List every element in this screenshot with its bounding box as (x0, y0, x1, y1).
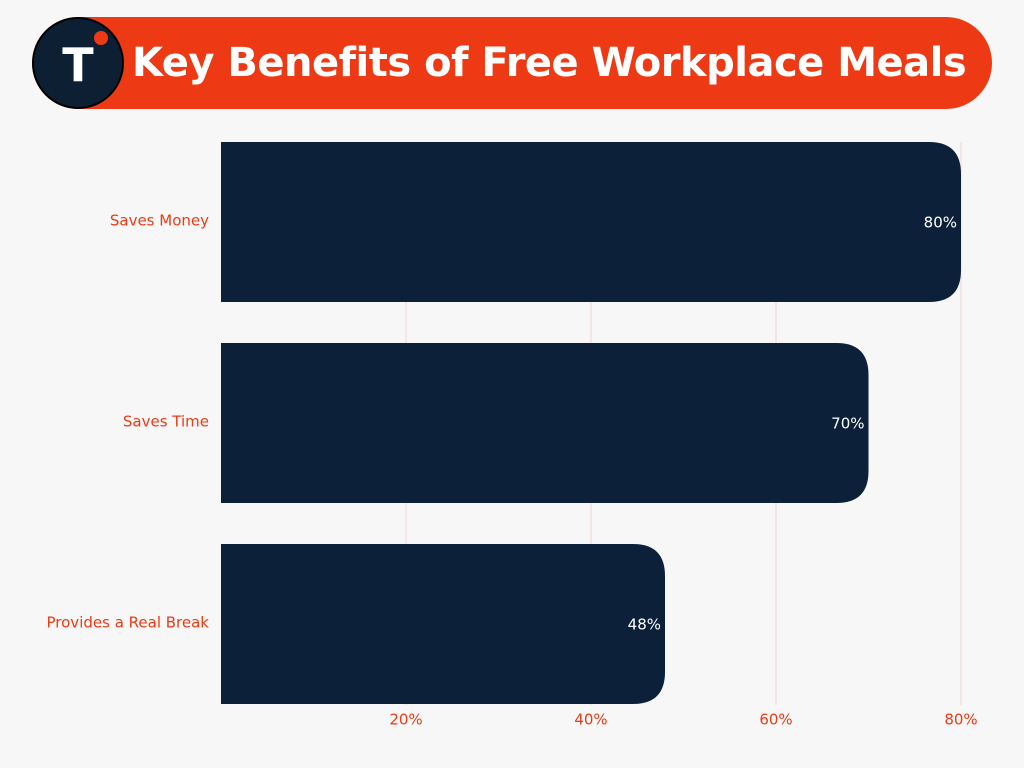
value-label-2: 48% (628, 616, 661, 634)
page-title: Key Benefits of Free Workplace Meals (132, 40, 967, 86)
bar-2 (221, 544, 665, 704)
logo-letter: T (62, 38, 94, 92)
bar-0 (221, 142, 961, 302)
category-label-1: Saves Time (123, 413, 209, 431)
x-tick-label-40: 40% (574, 711, 607, 729)
logo: T (32, 17, 124, 109)
category-label-2: Provides a Real Break (47, 614, 210, 632)
logo-dot-icon (94, 31, 108, 45)
value-label-1: 70% (831, 415, 864, 433)
title-banner (32, 17, 992, 109)
x-tick-label-20: 20% (389, 711, 422, 729)
bar-1 (221, 343, 869, 503)
x-tick-label-60: 60% (759, 711, 792, 729)
x-tick-label-80: 80% (944, 711, 977, 729)
category-label-0: Saves Money (110, 212, 209, 230)
value-label-0: 80% (924, 214, 957, 232)
